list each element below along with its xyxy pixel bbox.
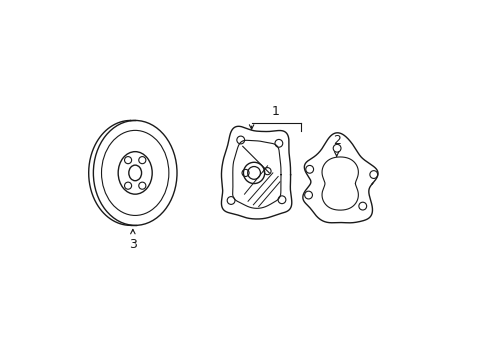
Text: 1: 1 <box>271 105 280 118</box>
Text: 2: 2 <box>332 134 340 147</box>
Polygon shape <box>221 126 291 219</box>
Text: 3: 3 <box>129 238 137 252</box>
Polygon shape <box>302 133 377 223</box>
